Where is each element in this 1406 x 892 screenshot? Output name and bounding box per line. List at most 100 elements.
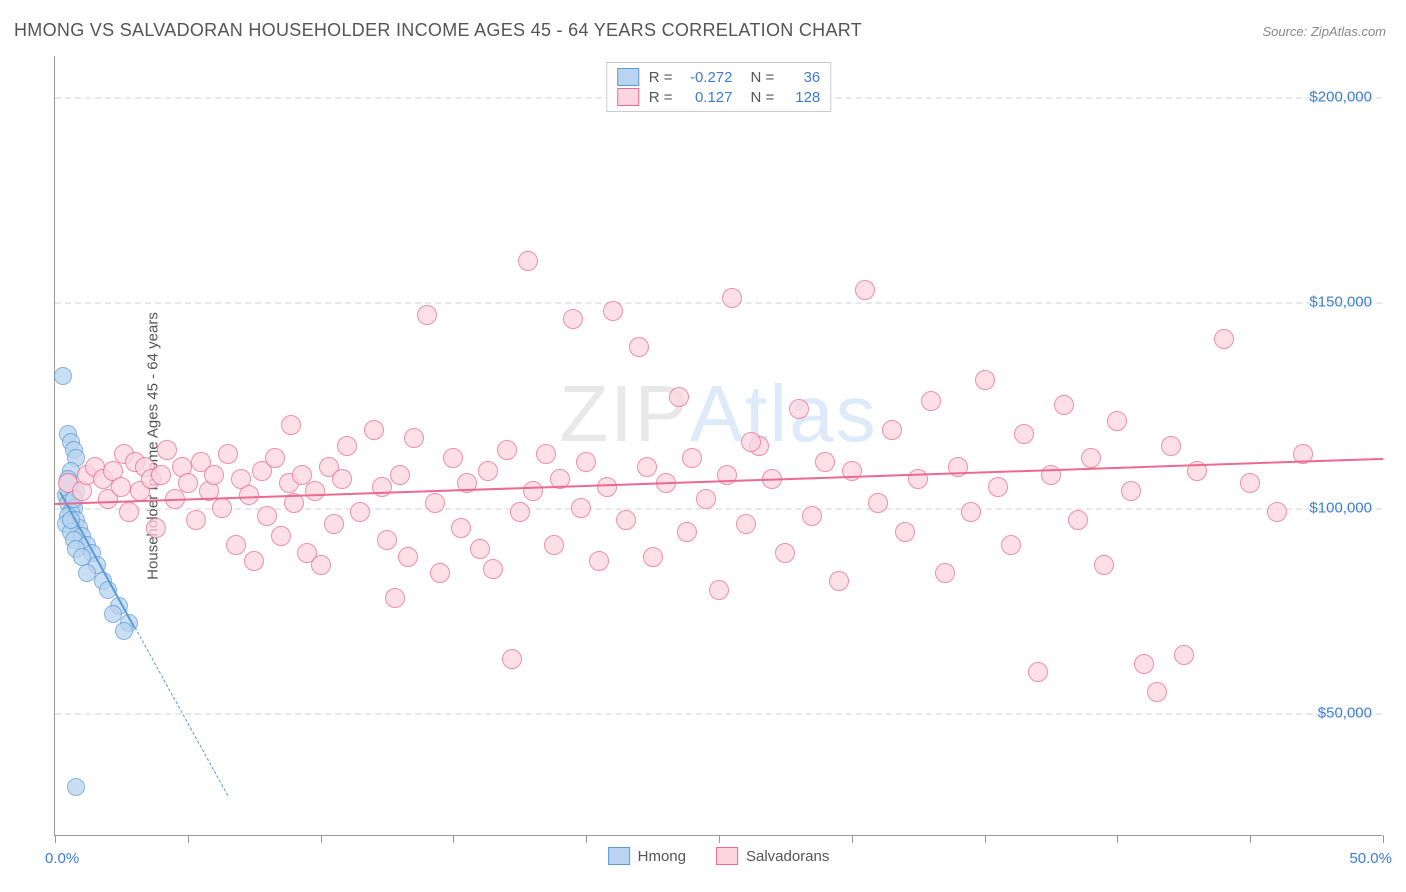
watermark: ZIPAtlas bbox=[559, 368, 877, 460]
point-salvadoran bbox=[151, 465, 171, 485]
point-salvadoran bbox=[895, 522, 915, 542]
point-salvadoran bbox=[855, 280, 875, 300]
point-salvadoran bbox=[677, 522, 697, 542]
x-axis-max-label: 50.0% bbox=[1349, 850, 1392, 867]
point-salvadoran bbox=[451, 518, 471, 538]
point-salvadoran bbox=[597, 477, 617, 497]
point-salvadoran bbox=[669, 387, 689, 407]
legend-row-hmong: R = -0.272 N = 36 bbox=[617, 67, 821, 87]
point-salvadoran bbox=[1267, 502, 1287, 522]
point-salvadoran bbox=[975, 370, 995, 390]
point-salvadoran bbox=[502, 649, 522, 669]
y-tick-label: $50,000 bbox=[1318, 704, 1372, 721]
point-salvadoran bbox=[1240, 473, 1260, 493]
point-salvadoran bbox=[271, 526, 291, 546]
point-salvadoran bbox=[722, 288, 742, 308]
point-salvadoran bbox=[629, 337, 649, 357]
x-tick bbox=[719, 835, 720, 843]
point-salvadoran bbox=[1214, 329, 1234, 349]
point-salvadoran bbox=[1068, 510, 1088, 530]
legend-n-value-salvadorans: 128 bbox=[782, 89, 820, 106]
point-salvadoran bbox=[417, 305, 437, 325]
legend-row-salvadorans: R = 0.127 N = 128 bbox=[617, 87, 821, 107]
point-salvadoran bbox=[563, 309, 583, 329]
watermark-atlas: Atlas bbox=[690, 369, 878, 458]
point-salvadoran bbox=[736, 514, 756, 534]
point-salvadoran bbox=[643, 547, 663, 567]
point-salvadoran bbox=[536, 444, 556, 464]
point-salvadoran bbox=[364, 420, 384, 440]
point-salvadoran bbox=[637, 457, 657, 477]
point-salvadoran bbox=[1174, 645, 1194, 665]
point-salvadoran bbox=[1054, 395, 1074, 415]
point-salvadoran bbox=[311, 555, 331, 575]
point-salvadoran bbox=[868, 493, 888, 513]
x-tick bbox=[55, 835, 56, 843]
point-salvadoran bbox=[961, 502, 981, 522]
point-salvadoran bbox=[1161, 436, 1181, 456]
point-salvadoran bbox=[1121, 481, 1141, 501]
point-salvadoran bbox=[281, 415, 301, 435]
point-salvadoran bbox=[1041, 465, 1061, 485]
point-salvadoran bbox=[1081, 448, 1101, 468]
gridline-h bbox=[55, 302, 1382, 304]
point-salvadoran bbox=[497, 440, 517, 460]
point-salvadoran bbox=[204, 465, 224, 485]
point-hmong bbox=[54, 367, 72, 385]
point-salvadoran bbox=[829, 571, 849, 591]
legend-correlation: R = -0.272 N = 36 R = 0.127 N = 128 bbox=[606, 62, 832, 112]
legend-n-label: N = bbox=[751, 89, 775, 106]
point-salvadoran bbox=[337, 436, 357, 456]
point-salvadoran bbox=[1028, 662, 1048, 682]
x-tick bbox=[453, 835, 454, 843]
plot-area: ZIPAtlas Householder Income Ages 45 - 64… bbox=[54, 56, 1382, 836]
chart-container: HMONG VS SALVADORAN HOUSEHOLDER INCOME A… bbox=[0, 0, 1406, 892]
point-salvadoran bbox=[257, 506, 277, 526]
point-salvadoran bbox=[265, 448, 285, 468]
point-salvadoran bbox=[390, 465, 410, 485]
point-salvadoran bbox=[696, 489, 716, 509]
trend-line-hmong-dash bbox=[134, 627, 228, 796]
watermark-zip: ZIP bbox=[559, 369, 689, 458]
gridline-h bbox=[55, 508, 1382, 510]
point-salvadoran bbox=[682, 448, 702, 468]
point-salvadoran bbox=[775, 543, 795, 563]
point-salvadoran bbox=[802, 506, 822, 526]
point-salvadoran bbox=[988, 477, 1008, 497]
point-salvadoran bbox=[1107, 411, 1127, 431]
point-salvadoran bbox=[921, 391, 941, 411]
point-salvadoran bbox=[218, 444, 238, 464]
x-tick bbox=[188, 835, 189, 843]
point-salvadoran bbox=[244, 551, 264, 571]
x-tick bbox=[852, 835, 853, 843]
x-axis-min-label: 0.0% bbox=[45, 850, 79, 867]
y-tick-label: $150,000 bbox=[1309, 294, 1372, 311]
x-tick bbox=[985, 835, 986, 843]
swatch-salvadorans bbox=[617, 88, 639, 106]
point-salvadoran bbox=[935, 563, 955, 583]
point-salvadoran bbox=[332, 469, 352, 489]
point-salvadoran bbox=[404, 428, 424, 448]
point-salvadoran bbox=[510, 502, 530, 522]
gridline-h bbox=[55, 713, 1382, 715]
point-salvadoran bbox=[709, 580, 729, 600]
legend-r-value-salvadorans: 0.127 bbox=[681, 89, 733, 106]
point-salvadoran bbox=[398, 547, 418, 567]
point-salvadoran bbox=[589, 551, 609, 571]
point-salvadoran bbox=[576, 452, 596, 472]
point-salvadoran bbox=[425, 493, 445, 513]
point-salvadoran bbox=[1001, 535, 1021, 555]
legend-n-label: N = bbox=[751, 69, 775, 86]
point-salvadoran bbox=[226, 535, 246, 555]
chart-title: HMONG VS SALVADORAN HOUSEHOLDER INCOME A… bbox=[14, 20, 862, 41]
point-salvadoran bbox=[186, 510, 206, 530]
point-salvadoran bbox=[119, 502, 139, 522]
point-salvadoran bbox=[1014, 424, 1034, 444]
point-salvadoran bbox=[478, 461, 498, 481]
point-salvadoran bbox=[483, 559, 503, 579]
point-salvadoran bbox=[882, 420, 902, 440]
x-tick bbox=[1250, 835, 1251, 843]
legend-r-value-hmong: -0.272 bbox=[681, 69, 733, 86]
point-salvadoran bbox=[377, 530, 397, 550]
legend-r-label: R = bbox=[649, 69, 673, 86]
